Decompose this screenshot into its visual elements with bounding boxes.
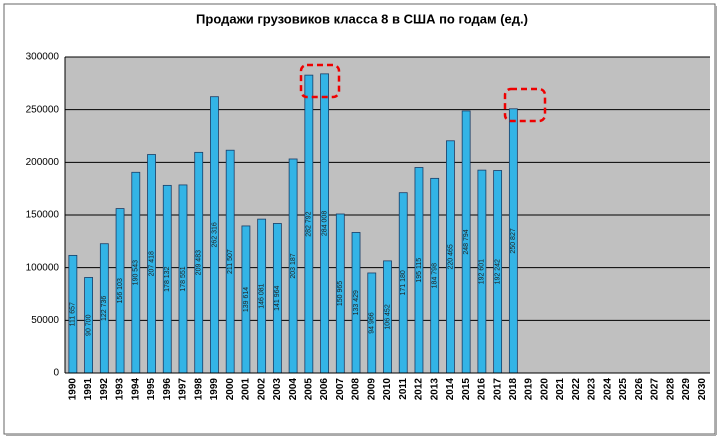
value-label: 211 507 — [227, 249, 234, 274]
highlight-box — [503, 87, 547, 123]
x-tick-label: 1991 — [83, 378, 94, 401]
value-label: 178 551 — [180, 266, 187, 291]
x-tick-label: 1998 — [193, 378, 204, 401]
y-tick-label: 100000 — [26, 262, 60, 273]
x-tick-label: 2014 — [445, 378, 456, 401]
x-tick-label: 2018 — [508, 378, 519, 401]
x-tick-label: 2000 — [225, 378, 236, 401]
x-tick-label: 1994 — [130, 378, 141, 401]
value-label: 203 187 — [290, 253, 297, 278]
value-label: 156 103 — [117, 278, 124, 303]
x-tick-label: 1992 — [99, 378, 110, 401]
x-tick-label: 1997 — [178, 378, 189, 401]
value-label: 192 242 — [494, 259, 501, 284]
value-label: 150 965 — [337, 281, 344, 306]
value-label: 284 008 — [321, 211, 328, 236]
value-label: 106 452 — [384, 304, 391, 329]
x-tick-label: 1995 — [146, 378, 157, 401]
x-tick-label: 2011 — [398, 378, 409, 400]
x-tick-label: 2013 — [429, 378, 440, 401]
value-label: 220 465 — [447, 244, 454, 269]
value-label: 94 966 — [369, 312, 376, 334]
x-tick-label: 1996 — [162, 378, 173, 401]
value-label: 171 180 — [400, 270, 407, 295]
x-tick-label: 2002 — [256, 378, 267, 401]
y-tick-label: 300000 — [26, 52, 60, 63]
x-tick-label: 2026 — [634, 378, 645, 401]
x-tick-label: 2005 — [303, 378, 314, 401]
y-tick-label: 50000 — [31, 315, 59, 326]
value-label: 122 736 — [101, 296, 108, 321]
x-tick-label: 2022 — [571, 378, 582, 401]
x-tick-label: 2012 — [414, 378, 425, 401]
x-tick-label: 1990 — [68, 378, 79, 401]
value-label: 184 798 — [432, 263, 439, 288]
value-label: 282 792 — [306, 211, 313, 236]
value-label: 178 132 — [164, 266, 171, 291]
x-tick-label: 2004 — [288, 378, 299, 401]
y-tick-label: 150000 — [26, 210, 60, 221]
highlight-box — [299, 63, 341, 99]
value-label: 207 418 — [148, 251, 155, 276]
x-tick-label: 2001 — [241, 378, 252, 401]
value-label: 133 429 — [353, 290, 360, 315]
x-tick-label: 2015 — [461, 378, 472, 401]
x-tick-label: 2021 — [555, 378, 566, 401]
x-tick-label: 2028 — [665, 378, 676, 401]
chart-title: Продажи грузовиков класса 8 в США по год… — [196, 11, 528, 26]
x-tick-label: 2027 — [650, 378, 661, 401]
x-tick-label: 2008 — [351, 378, 362, 401]
y-tick-label: 0 — [53, 368, 59, 379]
x-tick-label: 2009 — [366, 378, 377, 401]
value-label: 111 657 — [70, 302, 77, 326]
y-tick-label: 200000 — [26, 157, 60, 168]
value-label: 262 316 — [211, 222, 218, 247]
value-label: 90 700 — [85, 314, 92, 336]
value-label: 141 964 — [274, 285, 281, 310]
x-tick-label: 2019 — [524, 378, 535, 401]
x-tick-label: 2006 — [319, 378, 330, 401]
x-tick-label: 2025 — [618, 378, 629, 401]
value-label: 190 543 — [133, 260, 140, 285]
value-label: 192 601 — [479, 259, 486, 284]
x-tick-label: 2010 — [382, 378, 393, 401]
value-label: 250 827 — [510, 228, 517, 253]
x-tick-label: 2024 — [602, 378, 613, 401]
x-tick-label: 2016 — [477, 378, 488, 401]
value-label: 209 483 — [196, 250, 203, 275]
value-label: 139 614 — [243, 287, 250, 312]
x-tick-label: 1993 — [115, 378, 126, 401]
value-label: 195 115 — [416, 258, 423, 283]
x-tick-label: 2020 — [539, 378, 550, 401]
x-tick-label: 2017 — [492, 378, 503, 401]
x-tick-label: 2029 — [681, 378, 692, 401]
x-tick-label: 1999 — [209, 378, 220, 401]
x-tick-label: 2023 — [587, 378, 598, 401]
y-tick-label: 250000 — [26, 104, 60, 115]
value-label: 248 794 — [463, 229, 470, 254]
x-tick-label: 2007 — [335, 378, 346, 401]
value-label: 146 081 — [258, 283, 265, 308]
x-tick-label: 2003 — [272, 378, 283, 401]
x-tick-label: 2030 — [697, 378, 708, 401]
